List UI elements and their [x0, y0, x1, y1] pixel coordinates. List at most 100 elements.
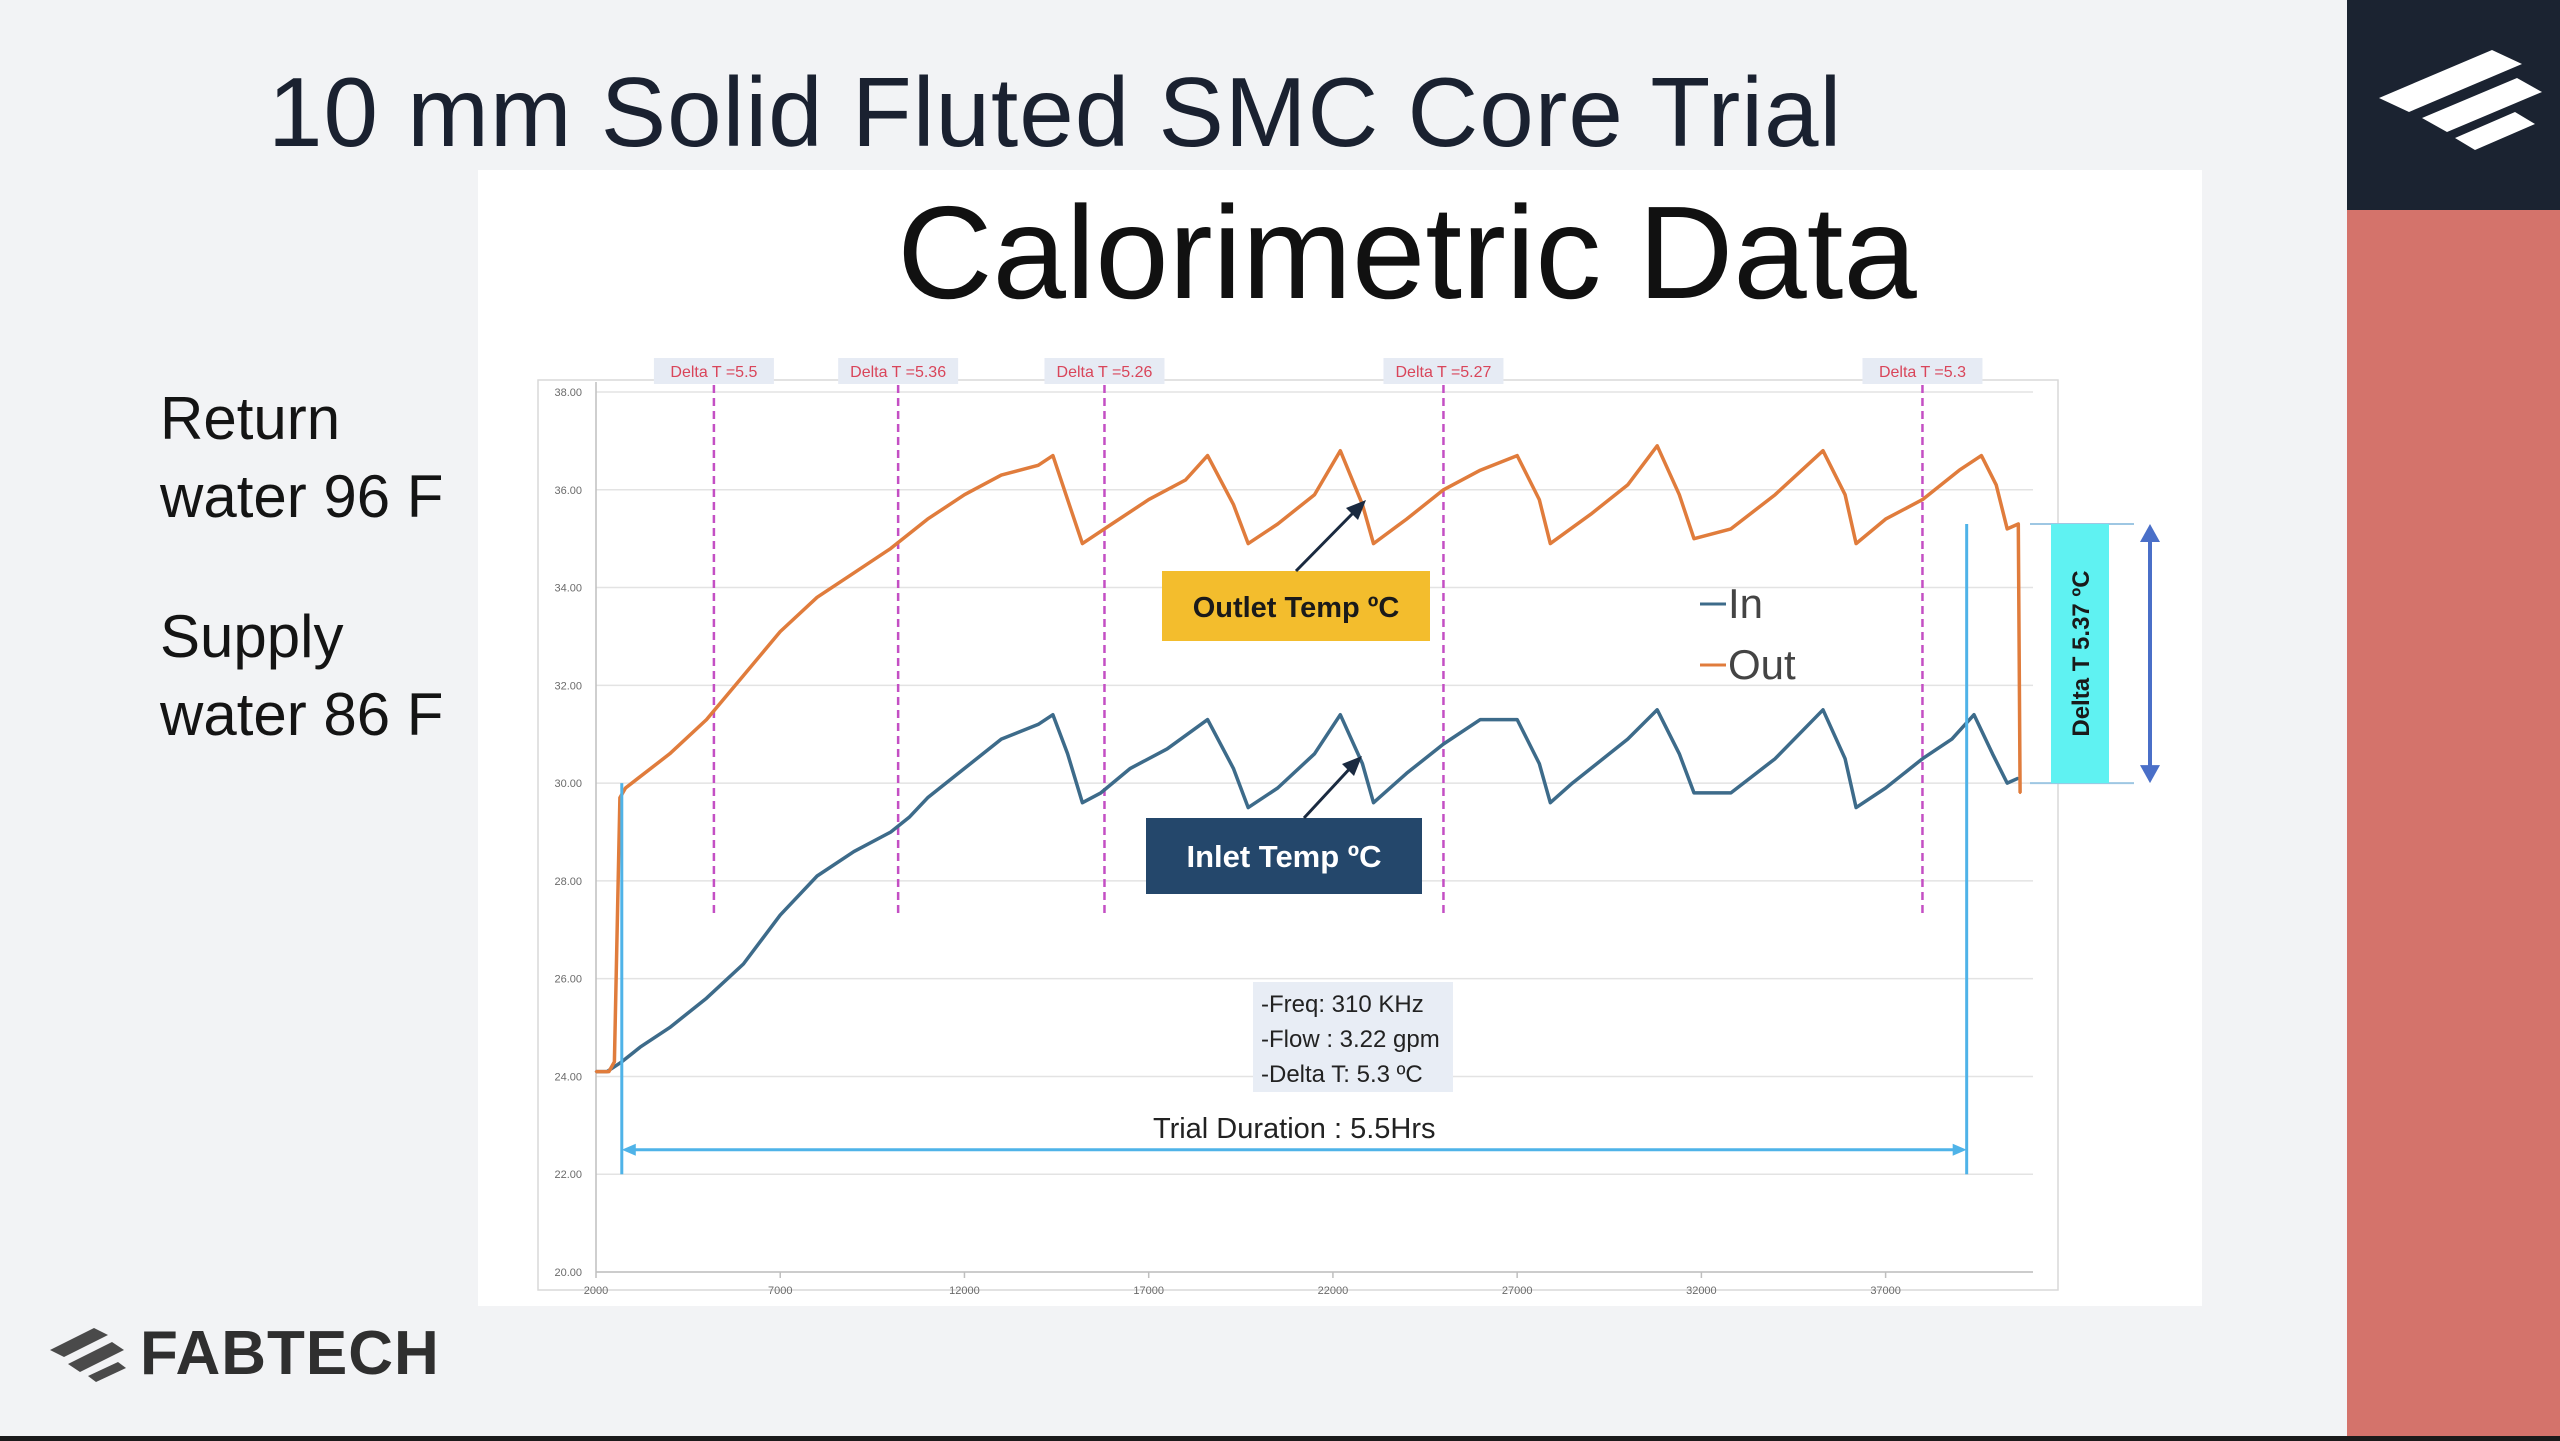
data-point-in — [1821, 708, 1825, 711]
data-point-in — [1921, 757, 1924, 760]
data-point-in — [1692, 791, 1696, 795]
data-point-out — [1372, 542, 1375, 545]
data-point-in — [1516, 718, 1519, 721]
data-point-out — [1656, 444, 1659, 447]
info-line: -Flow : 3.22 gpm — [1261, 1026, 1440, 1053]
data-point-in — [1051, 713, 1055, 716]
delta-marker-label: Delta T =5.26 — [1057, 364, 1153, 381]
data-point-in — [1972, 713, 1976, 716]
data-point-in — [1626, 737, 1629, 741]
data-point-in — [963, 767, 966, 770]
data-point-out — [852, 571, 856, 575]
logo-panel — [2347, 0, 2560, 210]
data-point-in — [1405, 772, 1408, 775]
data-point-out — [926, 517, 929, 521]
data-point-out — [1626, 483, 1629, 487]
y-tick-label: 20.00 — [554, 1267, 582, 1279]
data-point-in — [1313, 752, 1316, 755]
data-point-in — [815, 874, 819, 878]
data-point-in — [1037, 723, 1040, 726]
data-point-in — [1678, 752, 1681, 755]
chart-title: Calorimetric Data — [897, 179, 1917, 326]
data-point-in — [705, 997, 708, 1000]
info-box — [1253, 982, 1453, 1092]
bottom-rule — [0, 1436, 2560, 1441]
data-point-out — [1516, 454, 1519, 457]
x-tick-label: 7000 — [768, 1285, 792, 1297]
outlet-temp-label: Outlet Temp ºC — [1193, 592, 1400, 624]
chart-frame — [537, 379, 2059, 1291]
delta-bracket-label: Delta T 5.37 ºC — [2068, 570, 2095, 736]
inlet-pointer-line — [1302, 762, 1356, 820]
data-point-in — [889, 830, 892, 834]
legend-label: Out — [1728, 641, 1796, 688]
data-point-out — [613, 1060, 616, 1063]
y-tick-label: 28.00 — [554, 876, 582, 888]
data-point-in — [1884, 786, 1887, 790]
data-point-in — [852, 850, 856, 853]
inlet-temp-label-box — [1146, 818, 1422, 894]
delta-marker-label: Delta T =5.36 — [850, 364, 946, 381]
data-point-in — [639, 1045, 642, 1049]
data-point-in — [668, 1026, 671, 1029]
data-point-out — [2017, 522, 2020, 526]
data-point-in — [1773, 757, 1777, 760]
y-tick-label: 24.00 — [554, 1071, 582, 1083]
data-point-in — [1206, 718, 1209, 721]
inlet-temp-label: Inlet Temp ºC — [1186, 839, 1381, 874]
legend-label: In — [1728, 580, 1763, 627]
data-point-out — [1339, 449, 1342, 452]
data-point-in — [908, 816, 911, 819]
data-point-out — [1729, 527, 1733, 531]
data-point-out — [742, 674, 745, 677]
data-point-out — [779, 630, 782, 633]
data-point-in — [1991, 752, 1994, 755]
outlet-pointer-arrow-icon — [1346, 500, 1366, 520]
info-line: -Delta T: 5.3 ºC — [1261, 1061, 1423, 1088]
data-point-in — [1276, 786, 1279, 790]
data-point-out — [1589, 513, 1593, 516]
data-point-out — [1921, 498, 1924, 501]
y-tick-label: 30.00 — [554, 778, 582, 790]
data-point-out — [1110, 522, 1113, 526]
delta-marker-label: Delta T =5.5 — [670, 364, 757, 381]
data-point-in — [1549, 801, 1552, 804]
y-tick-label: 34.00 — [554, 583, 582, 595]
data-point-out — [1247, 542, 1250, 545]
delta-marker-label-bg — [1044, 358, 1165, 384]
calorimetric-chart: Calorimetric Data 38.00 36.00 34.00 32.00 30… — [537, 179, 2160, 1297]
data-point-in — [1854, 806, 1858, 809]
data-point-out — [668, 752, 671, 755]
data-point-out — [1821, 449, 1825, 452]
delta-label-box — [2051, 524, 2109, 784]
arrow-up-icon — [2140, 524, 2160, 542]
data-point-in — [1165, 747, 1169, 751]
data-point-in — [1232, 767, 1235, 770]
data-point-out — [1184, 478, 1187, 482]
delta-marker-label-bg — [1862, 358, 1983, 384]
x-tick-label: 27000 — [1502, 1285, 1533, 1297]
data-point-out — [1854, 542, 1858, 545]
data-point-out — [1313, 493, 1316, 496]
data-point-out — [1678, 493, 1681, 496]
data-point-in — [1656, 708, 1659, 711]
data-point-out — [594, 1070, 598, 1073]
y-tick-label: 38.00 — [554, 387, 582, 399]
side-notes: Return water 96 F Supply water 86 F — [160, 380, 460, 816]
data-point-out — [1081, 542, 1084, 545]
data-point-in — [1129, 767, 1132, 770]
data-point-out — [1232, 503, 1235, 506]
y-tick-label: 36.00 — [554, 485, 582, 497]
data-point-out — [1276, 522, 1279, 526]
data-point-out — [1538, 498, 1541, 501]
y-tick-label: 22.00 — [554, 1169, 582, 1181]
accent-sidebar — [2347, 0, 2560, 1441]
data-point-out — [2018, 791, 2022, 795]
fabtech-logo-icon — [50, 1328, 126, 1382]
data-point-in — [1442, 742, 1445, 746]
inlet-pointer-arrow-icon — [1342, 756, 1362, 776]
y-tick-label: 32.00 — [554, 680, 582, 692]
supply-water-note: Supply water 86 F — [160, 603, 444, 748]
delta-marker-label-bg — [653, 358, 774, 384]
data-point-out — [1051, 454, 1055, 457]
